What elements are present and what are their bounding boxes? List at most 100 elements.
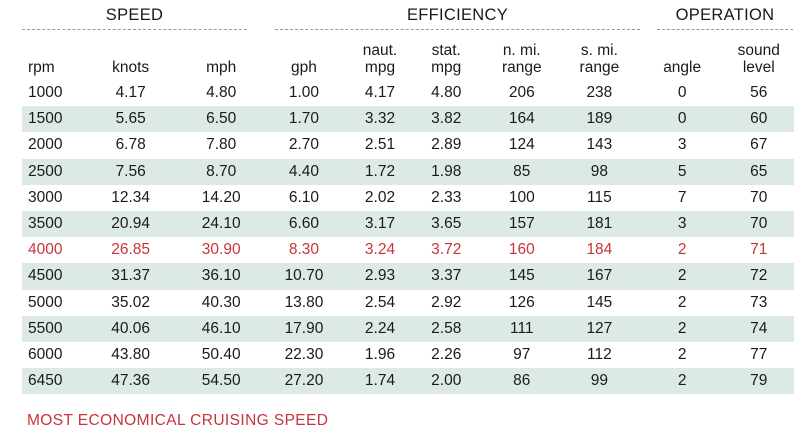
table-cell: 115	[587, 188, 612, 206]
group-header-operation: OPERATION	[675, 6, 775, 24]
table-cell: 50.40	[201, 345, 241, 363]
table-cell: 2.51	[364, 136, 396, 154]
table-cell: 4000	[28, 241, 63, 259]
table-cell: 7.56	[73, 158, 188, 185]
table-cell: 126	[508, 293, 535, 311]
column-header-label: range	[501, 59, 542, 76]
table-cell: 3.37	[406, 263, 486, 290]
table-cell: 85	[485, 158, 558, 185]
table-cell: 2	[640, 368, 724, 395]
table-cell: 47.36	[73, 368, 188, 395]
table-cell: 97	[513, 345, 531, 363]
table-body: 1000 4.17 4.80 1.00 4.17 4.80 206 238 0 56 1500 5.6…	[22, 80, 794, 395]
table-cell: 3000	[28, 188, 63, 206]
table-cell: 3500	[22, 210, 74, 238]
table-cell: 0	[677, 84, 687, 102]
group-rule-operation	[657, 29, 793, 30]
column-header-label: rpm	[28, 59, 55, 76]
table-cell: 20.94	[73, 210, 188, 238]
table-cell: 71	[750, 241, 768, 259]
table-cell: 40.30	[201, 293, 241, 311]
table-cell: 206	[508, 84, 535, 102]
table-cell: 8.70	[187, 158, 255, 185]
table-cell: 164	[485, 106, 558, 133]
table-cell: 2.24	[353, 315, 407, 342]
table-cell: 56	[750, 84, 768, 102]
table-cell: 6000	[28, 345, 63, 363]
table-cell: 4.17	[364, 84, 396, 102]
table-cell: 5500	[22, 315, 74, 342]
table-cell: 60	[723, 106, 794, 133]
table-cell: 3.32	[353, 106, 407, 133]
column-header-label: naut.	[362, 42, 398, 59]
column-header: n. mi. range	[486, 30, 558, 80]
table-cell: 86	[485, 368, 558, 395]
table-cell: 1.70	[254, 106, 354, 133]
column-header-label: sound	[737, 42, 780, 59]
table-cell: 5000	[28, 293, 63, 311]
table-row: 4500 31.37 36.10 10.70 2.93 3.37 145 167 2 72	[22, 263, 794, 290]
table-row: 5500 40.06 46.10 17.90 2.24 2.58 111 127 2 74	[22, 315, 794, 342]
table-cell: 74	[723, 315, 794, 342]
table-cell: 27.20	[254, 368, 354, 395]
table-cell: 98	[557, 158, 641, 185]
table-row: 3500 20.94 24.10 6.60 3.17 3.65 157 181 3 70	[22, 210, 794, 238]
column-header-label: knots	[112, 59, 150, 76]
table-cell: 26.85	[111, 241, 151, 259]
table-cell: 2.93	[353, 263, 407, 290]
table-cell: 124	[508, 136, 535, 154]
table-cell: 36.10	[187, 263, 255, 290]
table-cell: 2.58	[406, 315, 486, 342]
table-cell: 145	[485, 263, 558, 290]
table-row: 2000 6.78 7.80 2.70 2.51 2.89 124 143 3 67	[22, 132, 794, 158]
table-cell: 2	[640, 315, 724, 342]
table-cell: 70	[750, 188, 768, 206]
table-cell: 2	[677, 241, 687, 259]
column-header: s. mi. range	[558, 30, 641, 80]
group-rule-speed	[22, 29, 247, 30]
table-cell: 238	[586, 84, 613, 102]
table-row: 2500 7.56 8.70 4.40 1.72 1.98 85 98 5 65	[22, 158, 794, 185]
table-cell: 157	[485, 210, 558, 238]
table-cell: 14.20	[201, 188, 241, 206]
table-cell: 1.74	[353, 368, 407, 395]
table-cell: 72	[723, 263, 794, 290]
table-cell: 3.72	[431, 241, 462, 259]
table-cell: 35.02	[111, 293, 151, 311]
group-rule-efficiency	[275, 29, 640, 30]
table-cell: 13.80	[284, 293, 324, 311]
table-cell: 2.33	[431, 188, 462, 206]
table-row: 6000 43.80 50.40 22.30 1.96 2.26 97 112 2 77	[22, 342, 794, 368]
table-cell: 5.65	[73, 106, 188, 133]
table-cell: 112	[587, 345, 612, 363]
column-header-label: level	[742, 59, 775, 76]
table-cell: 6450	[22, 368, 74, 395]
table-cell: 7.80	[206, 136, 237, 154]
table-row: 6450 47.36 54.50 27.20 1.74 2.00 86 99 2 79	[22, 368, 794, 395]
table-cell: 4.80	[431, 84, 462, 102]
table-cell: 5	[640, 158, 724, 185]
table-cell: 2.54	[364, 293, 396, 311]
table-cell: 65	[723, 158, 794, 185]
table-cell: 67	[750, 136, 768, 154]
table-cell: 2.02	[364, 188, 396, 206]
column-header: sound level	[724, 30, 794, 80]
column-header-label: n. mi.	[502, 42, 541, 59]
table-cell: 4.80	[206, 84, 237, 102]
table-cell: 99	[557, 368, 641, 395]
column-header: stat. mpg	[407, 30, 486, 80]
column-header-label: angle	[663, 59, 702, 76]
footnote: MOST ECONOMICAL CRUISING SPEED	[27, 412, 329, 429]
table-cell: 10.70	[254, 263, 354, 290]
table-cell: 2.70	[288, 136, 320, 154]
table-cell: 2.92	[431, 293, 462, 311]
table-cell: 54.50	[187, 368, 255, 395]
table-cell: 2.26	[431, 345, 462, 363]
table-cell: 189	[557, 106, 641, 133]
table-cell: 111	[485, 315, 558, 342]
table-cell: 1.96	[364, 345, 396, 363]
column-header-label: mpg	[431, 59, 462, 76]
table-cell: 73	[750, 293, 768, 311]
table-cell: 3	[677, 136, 687, 154]
table-cell: 181	[557, 210, 641, 238]
